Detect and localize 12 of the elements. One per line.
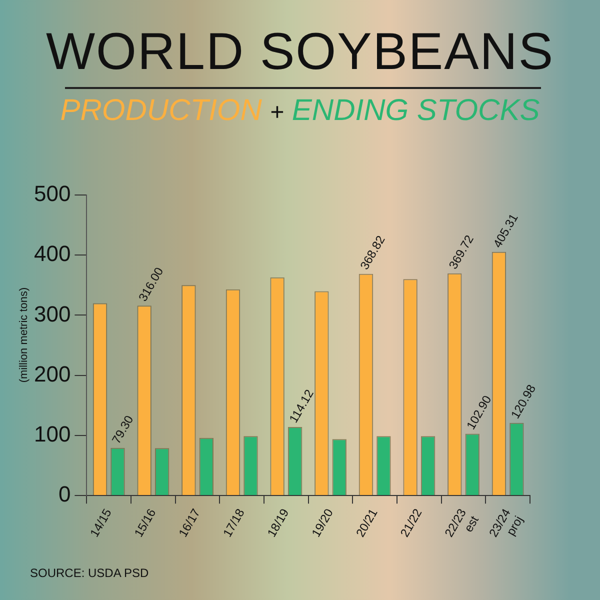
y-tick-label: 0 <box>58 482 71 507</box>
source-note: SOURCE: USDA PSD <box>30 566 149 580</box>
text: ENDING STOCKS <box>292 94 540 127</box>
text: PRODUCTION <box>60 94 262 127</box>
y-tick-label: 300 <box>34 301 71 326</box>
text: + <box>270 99 284 126</box>
y-tick-label: 400 <box>34 241 71 266</box>
y-tick-label: 100 <box>34 422 71 447</box>
y-tick-label: 200 <box>34 361 71 386</box>
y-axis-title: (million metric tons) <box>18 287 30 383</box>
chart-title: WORLD SOYBEANS <box>44 22 556 82</box>
y-tick-label: 500 <box>34 181 71 206</box>
